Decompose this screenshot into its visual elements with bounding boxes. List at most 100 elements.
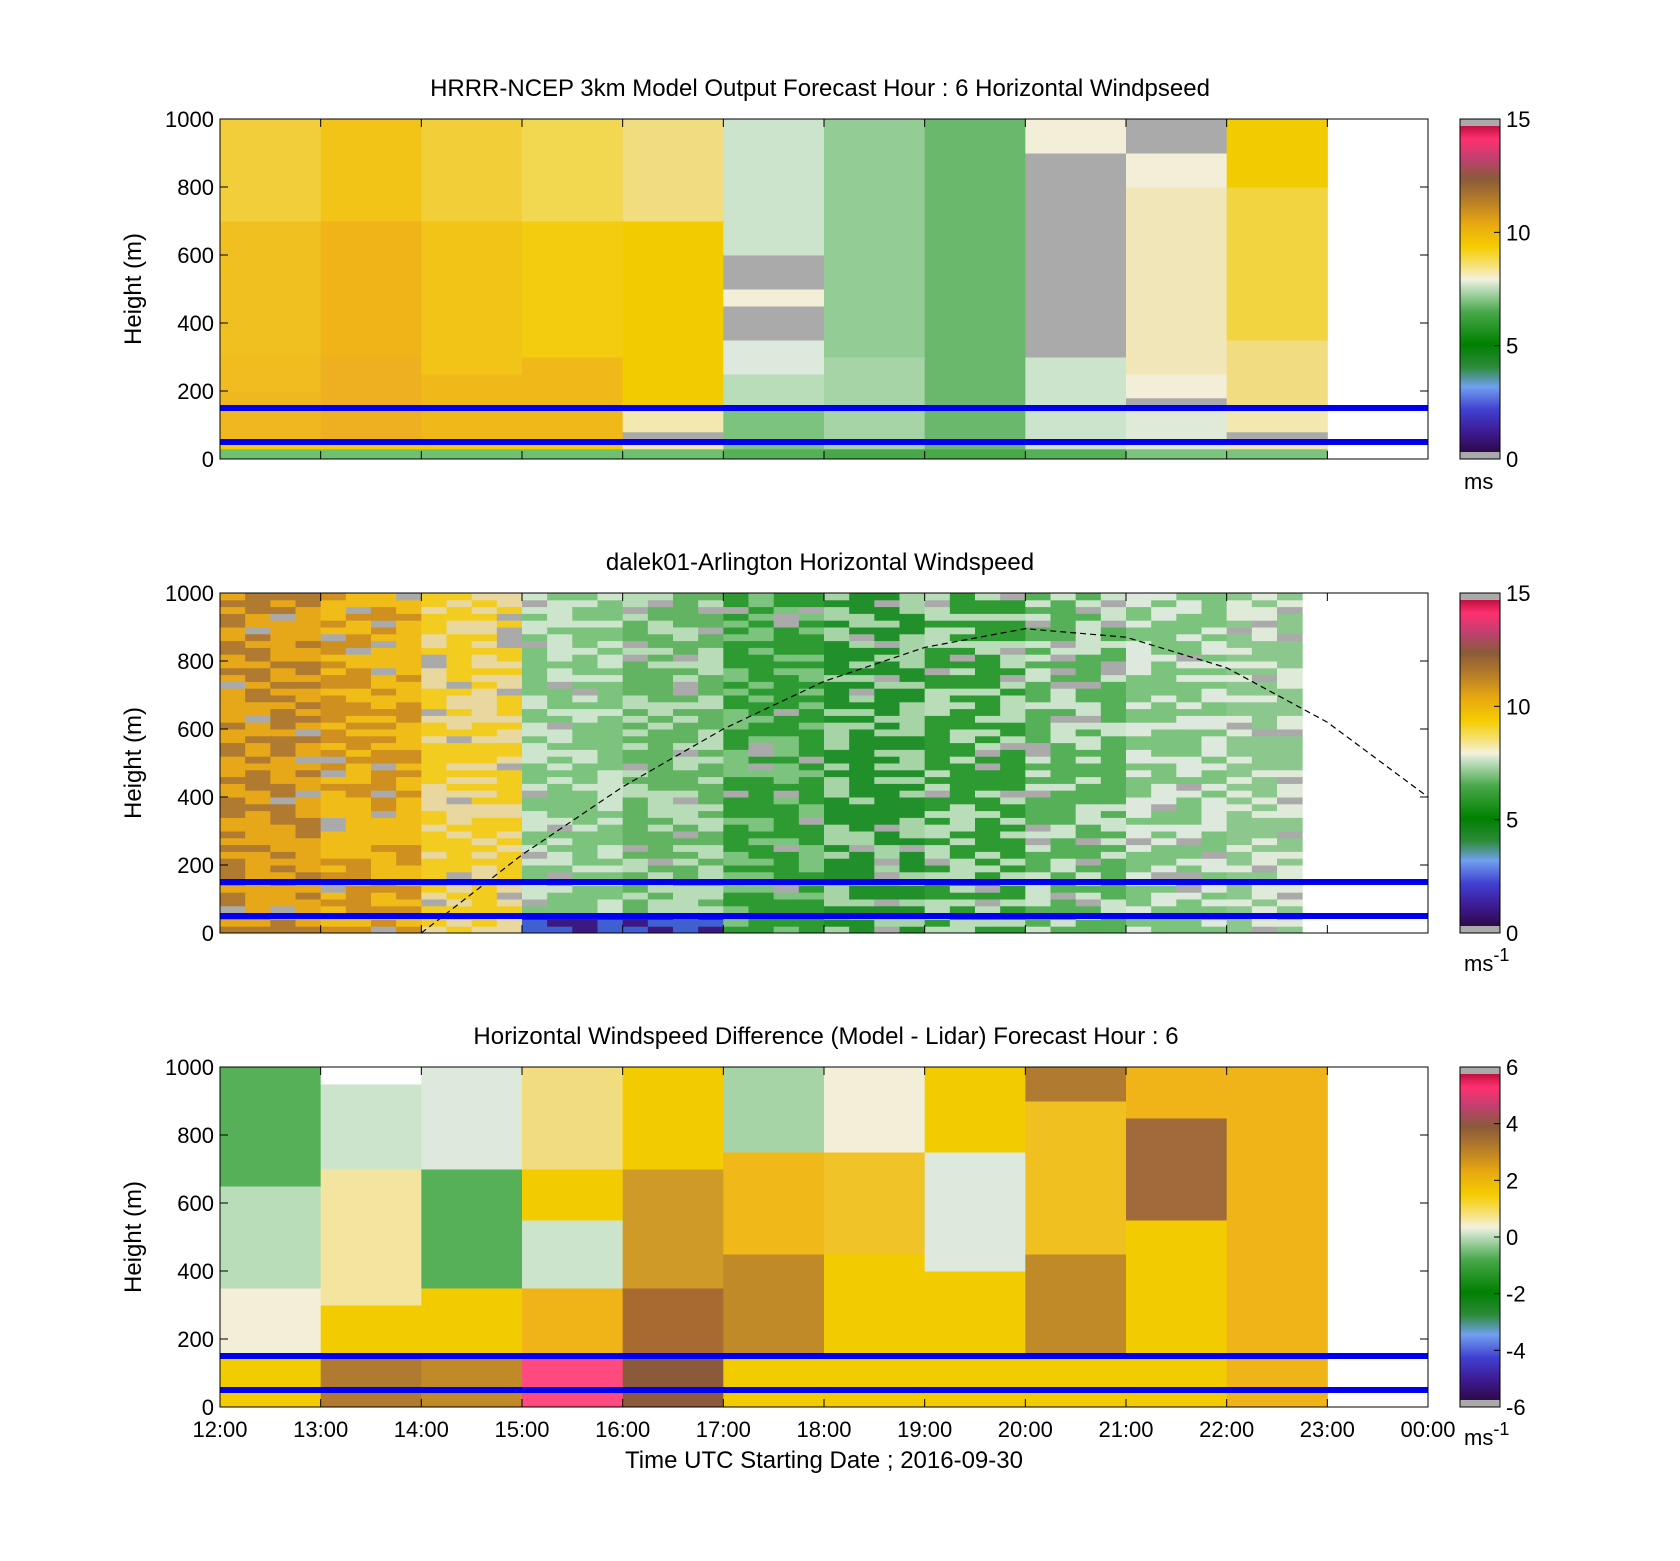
heatmap-cell	[874, 837, 900, 846]
heatmap-cell	[1277, 831, 1303, 839]
heatmap-cell	[748, 620, 775, 628]
x-tick-label: 21:00	[1098, 1417, 1153, 1442]
heatmap-cell	[824, 357, 926, 450]
heatmap-cell	[975, 715, 1001, 723]
heatmap-cell	[547, 695, 573, 703]
heatmap-cell	[320, 667, 347, 676]
heatmap-cell	[1176, 654, 1202, 662]
heatmap-cell	[723, 647, 749, 655]
colorbar-tick-label: -4	[1506, 1338, 1526, 1363]
heatmap-cell	[547, 654, 573, 662]
heatmap-cell	[220, 837, 246, 846]
heatmap-cell	[723, 899, 749, 907]
heatmap-cell	[471, 831, 498, 839]
heatmap-cell	[421, 851, 447, 859]
heatmap-cell	[1000, 735, 1026, 744]
heatmap-cell	[874, 919, 900, 927]
heatmap-cell	[345, 627, 372, 635]
heatmap-cell	[421, 448, 523, 460]
heatmap-cell	[522, 661, 548, 669]
heatmap-cell	[245, 627, 271, 635]
panel-difference-title: Horizontal Windspeed Difference (Model -…	[473, 1023, 1178, 1050]
heatmap-cell	[220, 1186, 322, 1289]
heatmap-cell	[1050, 926, 1077, 934]
heatmap-cell	[924, 899, 951, 907]
heatmap-cell	[698, 640, 724, 648]
heatmap-cell	[1100, 756, 1127, 764]
heatmap-cell	[597, 776, 624, 784]
heatmap-cell	[1277, 769, 1303, 778]
colorbar-gradient	[1460, 1074, 1500, 1400]
heatmap-cell	[396, 797, 422, 805]
heatmap-cell	[1251, 756, 1278, 764]
heatmap-cell	[622, 742, 649, 750]
heatmap-cell	[1277, 783, 1303, 791]
heatmap-cell	[371, 681, 397, 689]
heatmap-cell	[1151, 865, 1177, 873]
heatmap-cell	[1151, 769, 1177, 778]
heatmap-cell	[522, 871, 548, 880]
heatmap-cell	[597, 681, 624, 689]
heatmap-cell	[547, 851, 573, 859]
heatmap-cell	[1000, 620, 1026, 628]
heatmap-cell	[421, 674, 447, 682]
heatmap-cell	[295, 769, 322, 778]
heatmap-cell	[849, 735, 875, 744]
heatmap-cell	[1075, 606, 1102, 614]
heatmap-cell	[849, 803, 875, 812]
heatmap-cell	[371, 627, 397, 635]
heatmap-cell	[220, 769, 246, 778]
heatmap-cell	[371, 647, 397, 655]
heatmap-cell	[572, 776, 598, 784]
heatmap-cell	[899, 701, 926, 710]
heatmap-cell	[1000, 667, 1026, 676]
heatmap-cell	[547, 593, 573, 601]
heatmap-cell	[1126, 837, 1152, 846]
heatmap-cell	[1176, 892, 1202, 900]
heatmap-cell	[1126, 899, 1152, 907]
heatmap-cell	[1100, 593, 1127, 601]
heatmap-cell	[798, 776, 825, 784]
heatmap-cell	[924, 715, 951, 723]
heatmap-cell	[798, 674, 825, 682]
heatmap-cell	[597, 674, 624, 682]
heatmap-cell	[1151, 831, 1177, 839]
heatmap-cell	[673, 599, 699, 608]
heatmap-cell	[1100, 824, 1127, 832]
heatmap-cell	[1251, 824, 1278, 832]
heatmap-cell	[1277, 776, 1303, 784]
heatmap-cell	[1201, 606, 1228, 614]
heatmap-cell	[496, 783, 523, 791]
heatmap-cell	[345, 742, 372, 750]
heatmap-cell	[798, 831, 825, 839]
heatmap-cell	[824, 831, 850, 839]
heatmap-cell	[1277, 654, 1303, 662]
heatmap-cell	[1176, 797, 1202, 805]
heatmap-cell	[270, 783, 296, 791]
heatmap-cell	[1050, 783, 1077, 791]
heatmap-cell	[245, 871, 271, 880]
heatmap-cell	[345, 593, 372, 601]
heatmap-cell	[1201, 688, 1228, 696]
heatmap-cell	[949, 742, 976, 750]
y-tick-label: 1000	[165, 1055, 214, 1080]
heatmap-cell	[874, 851, 900, 859]
heatmap-cell	[572, 695, 598, 703]
heatmap-cell	[1201, 701, 1228, 710]
heatmap-cell	[1126, 810, 1152, 818]
heatmap-cell	[949, 735, 976, 744]
heatmap-cell	[1251, 633, 1278, 642]
heatmap-cell	[270, 871, 296, 880]
panel-lidar-x-ticks	[219, 593, 1429, 933]
heatmap-cell	[421, 756, 447, 764]
heatmap-cell	[1226, 769, 1253, 778]
heatmap-cell	[471, 892, 498, 900]
heatmap-cell	[1100, 667, 1127, 676]
heatmap-cell	[270, 905, 296, 914]
heatmap-cell	[245, 899, 271, 907]
heatmap-cell	[1075, 803, 1102, 812]
heatmap-cell	[949, 749, 976, 757]
x-tick-label: 20:00	[998, 1417, 1053, 1442]
heatmap-cell	[1050, 695, 1077, 703]
heatmap-cell	[320, 742, 347, 750]
